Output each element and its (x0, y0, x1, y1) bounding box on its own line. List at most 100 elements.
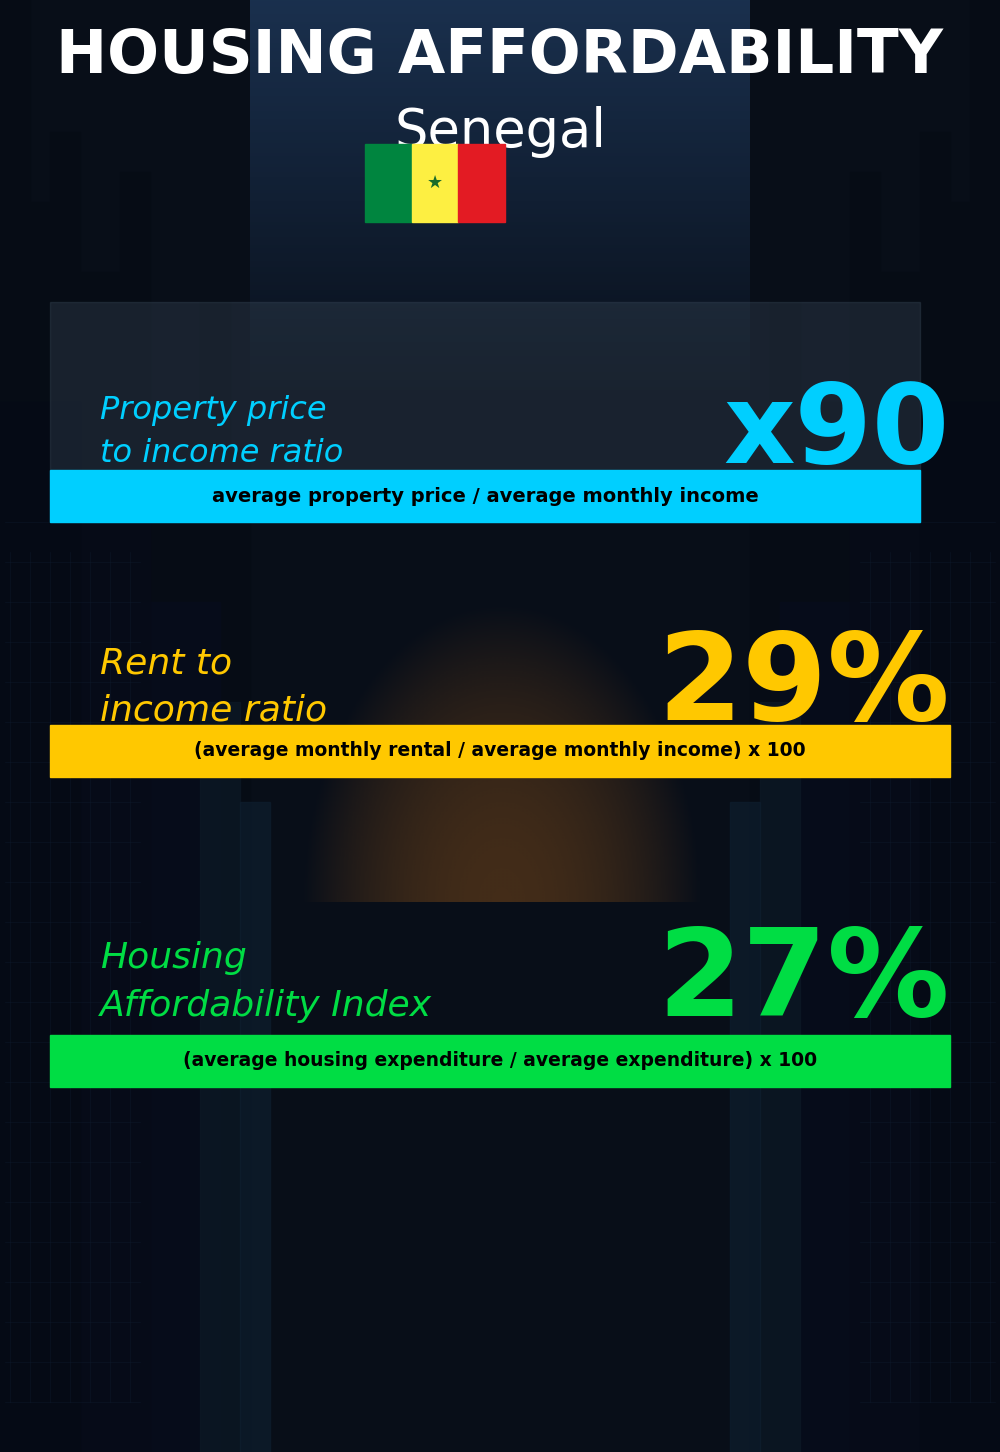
Bar (955, 1022, 965, 1053)
Bar (940, 722, 950, 752)
Bar (970, 1072, 980, 1102)
Text: 29%: 29% (657, 629, 950, 745)
Bar (20, 1172, 30, 1202)
Bar (970, 822, 980, 852)
Bar (35, 1172, 45, 1202)
Bar (5, 822, 15, 852)
Bar (970, 1223, 980, 1252)
Bar (955, 1223, 965, 1252)
Bar (35, 822, 45, 852)
Bar (955, 1072, 965, 1102)
Bar (955, 971, 965, 1002)
Text: Rent to
income ratio: Rent to income ratio (100, 646, 327, 727)
Bar (20, 873, 30, 902)
Text: average property price / average monthly income: average property price / average monthly… (212, 486, 758, 505)
Bar (5, 1122, 15, 1151)
Bar (940, 1122, 950, 1151)
Bar (35, 1321, 45, 1352)
Bar (50, 1035, 950, 1088)
Bar (955, 1321, 965, 1352)
Bar (35, 1072, 45, 1102)
Bar (0, 502, 150, 1452)
Bar (970, 971, 980, 1002)
Bar (940, 922, 950, 953)
Bar (940, 971, 950, 1002)
Bar (940, 873, 950, 902)
Bar (20, 672, 30, 701)
Bar (412, 144, 458, 222)
Bar (5, 621, 15, 652)
Bar (955, 621, 965, 652)
Bar (20, 772, 30, 802)
Bar (780, 603, 1000, 1452)
Bar (5, 772, 15, 802)
Bar (20, 722, 30, 752)
Bar (35, 1022, 45, 1053)
Bar (35, 722, 45, 752)
Bar (20, 1072, 30, 1102)
Text: 27%: 27% (658, 923, 950, 1041)
Bar (20, 1321, 30, 1352)
Bar (970, 621, 980, 652)
Polygon shape (0, 0, 250, 1452)
Text: ★: ★ (427, 174, 443, 192)
Bar (940, 1172, 950, 1202)
Bar (970, 1172, 980, 1202)
Bar (35, 873, 45, 902)
Bar (955, 772, 965, 802)
Bar (5, 1272, 15, 1302)
Bar (20, 1022, 30, 1053)
Bar (5, 1022, 15, 1053)
Bar (955, 1172, 965, 1202)
Bar (35, 922, 45, 953)
Bar (240, 802, 270, 1452)
Bar (20, 621, 30, 652)
Bar (970, 1122, 980, 1151)
Bar (5, 971, 15, 1002)
Bar (850, 502, 1000, 1452)
Bar (20, 1223, 30, 1252)
Bar (200, 701, 240, 1452)
Bar (730, 802, 760, 1452)
Bar (970, 672, 980, 701)
Bar (970, 1272, 980, 1302)
Bar (20, 1272, 30, 1302)
Bar (970, 772, 980, 802)
Text: (average monthly rental / average monthly income) x 100: (average monthly rental / average monthl… (194, 742, 806, 761)
Bar (35, 1272, 45, 1302)
Bar (5, 1321, 15, 1352)
Bar (20, 822, 30, 852)
Bar (35, 672, 45, 701)
Bar (940, 1022, 950, 1053)
Bar (35, 621, 45, 652)
Bar (35, 772, 45, 802)
Bar (35, 1223, 45, 1252)
Bar (940, 1072, 950, 1102)
Bar (365, 144, 412, 222)
Bar (955, 722, 965, 752)
Bar (920, 402, 1000, 1452)
Text: x90: x90 (724, 379, 950, 485)
Bar (5, 1172, 15, 1202)
Bar (5, 873, 15, 902)
Bar (955, 1122, 965, 1151)
Bar (20, 1122, 30, 1151)
Bar (5, 672, 15, 701)
Bar (0, 603, 220, 1452)
Bar (50, 725, 950, 777)
Bar (35, 971, 45, 1002)
Bar (5, 922, 15, 953)
Bar (458, 144, 505, 222)
Bar (940, 672, 950, 701)
Bar (970, 1022, 980, 1053)
Bar (50, 302, 920, 523)
Text: Housing
Affordability Index: Housing Affordability Index (100, 941, 432, 1022)
Bar (970, 722, 980, 752)
Bar (35, 1122, 45, 1151)
Bar (955, 922, 965, 953)
Bar (955, 1272, 965, 1302)
Bar (20, 971, 30, 1002)
Bar (970, 922, 980, 953)
Bar (50, 470, 920, 523)
Text: (average housing expenditure / average expenditure) x 100: (average housing expenditure / average e… (183, 1051, 817, 1070)
